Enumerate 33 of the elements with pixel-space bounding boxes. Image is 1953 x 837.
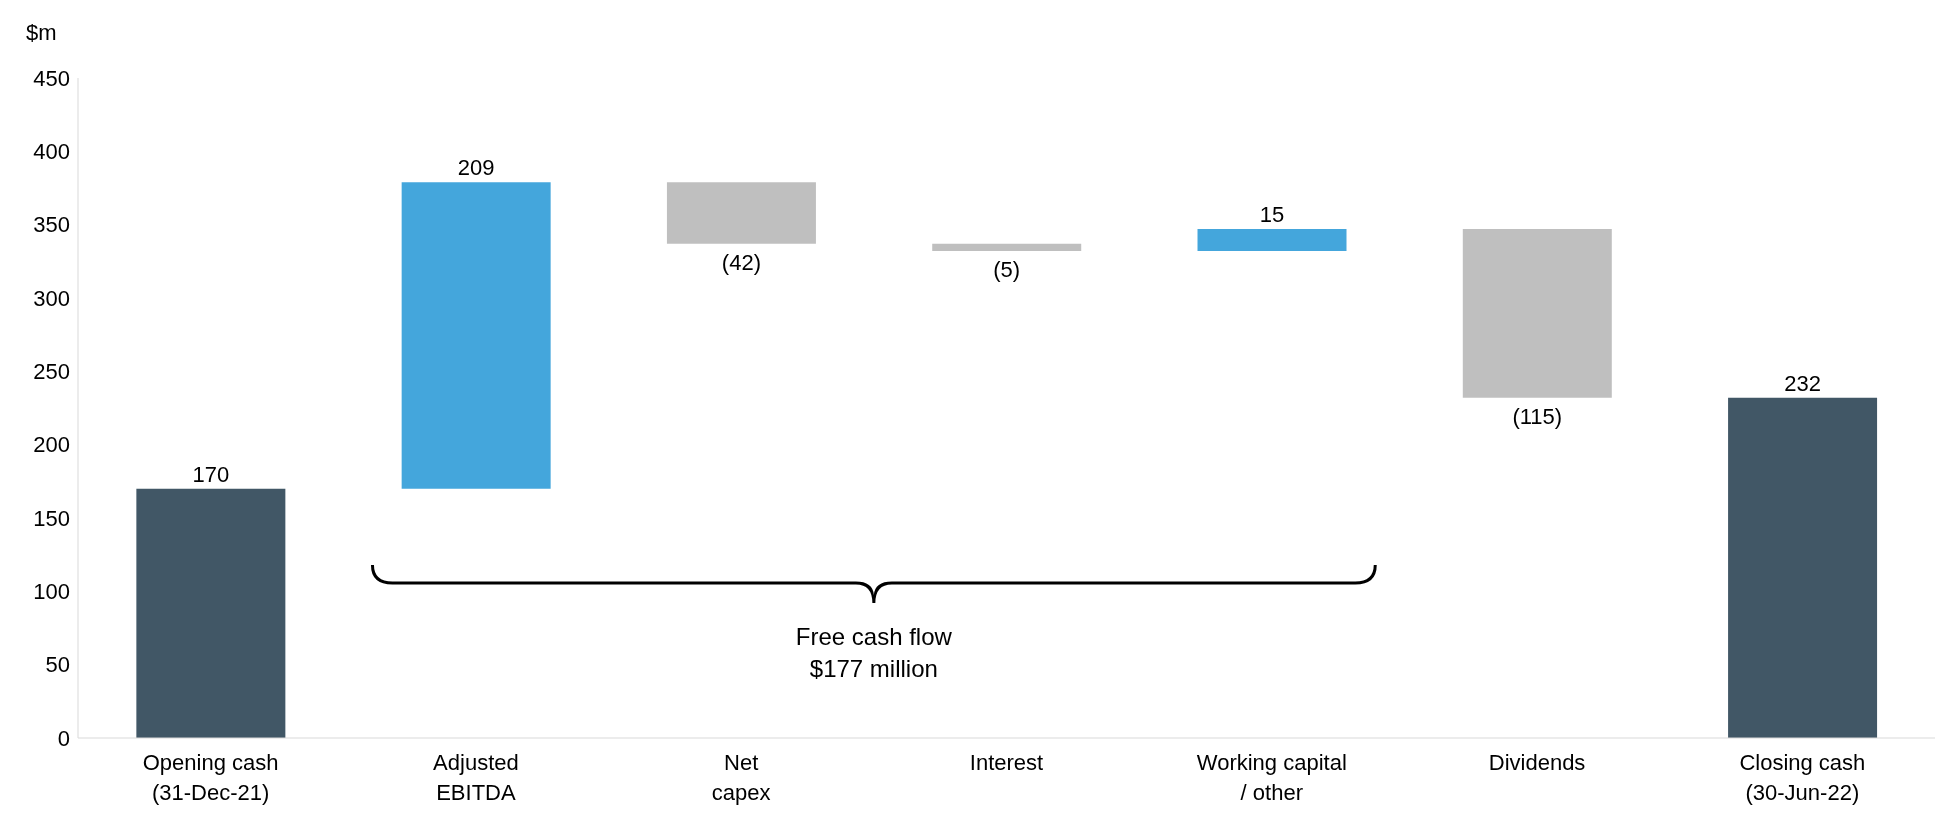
- x-tick-label: Working capital / other: [1196, 750, 1347, 805]
- x-tick-label: Net capex: [711, 750, 771, 805]
- y-tick-label: 0: [57, 725, 70, 751]
- y-tick-label: 350: [33, 212, 70, 238]
- y-tick-label: 450: [33, 65, 70, 91]
- x-tick-label: Adjusted EBITDA: [433, 750, 519, 805]
- data-label: (5): [993, 257, 1021, 283]
- y-tick-label: 50: [45, 652, 70, 678]
- y-tick-label: 400: [33, 139, 70, 165]
- data-label: 15: [1259, 202, 1285, 228]
- x-tick-label: Interest: [969, 750, 1044, 775]
- bar: [932, 243, 1082, 252]
- y-tick-label: 100: [33, 579, 70, 605]
- data-label: 170: [192, 461, 230, 487]
- annotation: Free cash flow $177 million: [795, 622, 953, 682]
- x-tick-label: Closing cash (30-Jun-22): [1739, 750, 1866, 805]
- bar: [666, 182, 816, 244]
- bar: [1728, 397, 1878, 738]
- bar: [1462, 229, 1612, 398]
- x-tick-label: Opening cash (31-Dec-21): [142, 750, 279, 805]
- bar: [1197, 229, 1347, 252]
- bar: [401, 182, 551, 489]
- data-label: (115): [1512, 403, 1563, 429]
- y-tick-label: 150: [33, 505, 70, 531]
- y-tick-label: 300: [33, 285, 70, 311]
- data-label: (42): [721, 249, 761, 275]
- x-tick-label: Dividends: [1488, 750, 1586, 775]
- y-axis-title: $m: [26, 20, 57, 45]
- bar: [136, 488, 286, 738]
- data-label: 209: [457, 155, 495, 181]
- y-tick-label: 250: [33, 359, 70, 385]
- y-tick-label: 200: [33, 432, 70, 458]
- data-label: 232: [1784, 370, 1821, 396]
